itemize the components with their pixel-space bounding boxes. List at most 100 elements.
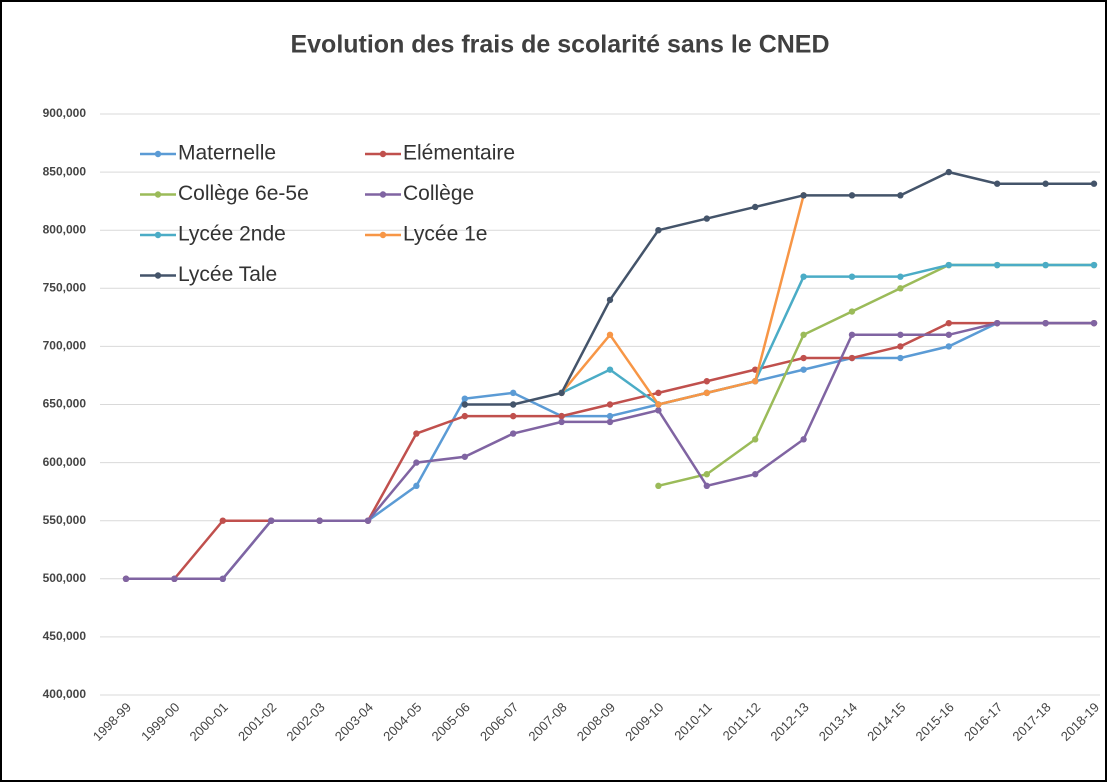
point <box>848 331 856 338</box>
point <box>413 482 420 490</box>
point <box>413 459 420 466</box>
legend-marker <box>379 191 387 198</box>
legend-marker <box>154 191 162 198</box>
point <box>703 471 710 478</box>
legend-label: Lycée 1e <box>403 223 487 246</box>
y-tick-label: 650,000 <box>43 397 87 411</box>
point <box>364 517 372 524</box>
point <box>413 430 420 437</box>
point <box>897 285 904 292</box>
point <box>219 517 226 524</box>
point <box>897 343 904 350</box>
point <box>606 401 614 408</box>
point <box>1090 261 1098 269</box>
y-tick-label: 450,000 <box>43 629 87 643</box>
point <box>655 227 662 234</box>
series-line <box>560 195 805 406</box>
y-tick-label: 800,000 <box>43 222 87 236</box>
legend-label: Elémentaire <box>403 142 515 165</box>
point <box>606 331 614 338</box>
point <box>1042 180 1049 187</box>
legend-marker <box>154 150 162 158</box>
legend-marker <box>154 272 162 279</box>
point <box>994 319 1001 327</box>
point <box>558 412 565 420</box>
point <box>655 482 662 490</box>
point <box>316 517 323 524</box>
point <box>703 389 710 397</box>
y-tick-label: 900,000 <box>43 106 87 120</box>
point <box>945 261 952 269</box>
legend-label: Collège 6e-5e <box>178 182 309 205</box>
point <box>945 168 952 176</box>
point <box>606 418 614 426</box>
chart-title: Evolution des frais de scolarité sans le… <box>290 31 829 59</box>
y-tick-label: 400,000 <box>43 687 87 701</box>
point <box>800 331 807 338</box>
point <box>897 354 904 362</box>
point <box>510 401 517 408</box>
point <box>510 412 517 420</box>
point <box>510 430 517 437</box>
point <box>945 331 952 338</box>
point <box>703 378 710 385</box>
y-tick-label: 850,000 <box>43 164 87 178</box>
legend-label: Collège <box>403 182 474 205</box>
point <box>703 482 710 490</box>
point <box>945 319 952 327</box>
point <box>800 192 807 199</box>
point <box>848 273 856 280</box>
point <box>848 354 856 362</box>
point <box>897 273 904 280</box>
point <box>1090 180 1098 187</box>
legend-label: Lycée 2nde <box>178 223 286 246</box>
point <box>848 308 856 315</box>
point <box>897 331 904 338</box>
legend-label: Maternelle <box>178 142 276 165</box>
point <box>994 180 1001 187</box>
point <box>461 395 468 402</box>
point <box>655 407 662 414</box>
point <box>800 273 807 280</box>
point <box>800 366 807 373</box>
point <box>800 436 807 443</box>
point <box>703 215 710 222</box>
point <box>752 203 759 211</box>
point <box>606 296 614 304</box>
y-tick-label: 750,000 <box>43 280 87 294</box>
point <box>558 389 565 397</box>
point <box>752 471 759 478</box>
legend-marker <box>379 150 387 158</box>
point <box>800 354 807 362</box>
point <box>752 378 759 385</box>
series-line <box>561 263 1094 406</box>
y-tick-label: 700,000 <box>43 339 87 353</box>
point <box>752 436 759 443</box>
point <box>461 401 468 408</box>
point <box>848 192 856 199</box>
point <box>461 412 468 420</box>
y-tick-label: 600,000 <box>43 455 87 469</box>
point <box>1042 319 1049 327</box>
point <box>171 575 178 582</box>
point <box>268 517 275 524</box>
series-line <box>464 170 1094 406</box>
y-tick-label: 500,000 <box>43 571 87 585</box>
y-tick-label: 550,000 <box>43 513 87 527</box>
point <box>994 261 1001 269</box>
point <box>897 192 904 199</box>
point <box>945 343 952 350</box>
point <box>606 412 614 420</box>
point <box>1042 261 1049 269</box>
legend-marker <box>379 231 387 239</box>
point <box>606 366 614 373</box>
legend-marker <box>154 231 162 239</box>
point <box>510 389 517 397</box>
legend-label: Lycée Tale <box>178 263 277 286</box>
point <box>655 401 662 408</box>
point <box>1090 319 1098 327</box>
point <box>461 453 468 460</box>
point <box>558 418 565 426</box>
